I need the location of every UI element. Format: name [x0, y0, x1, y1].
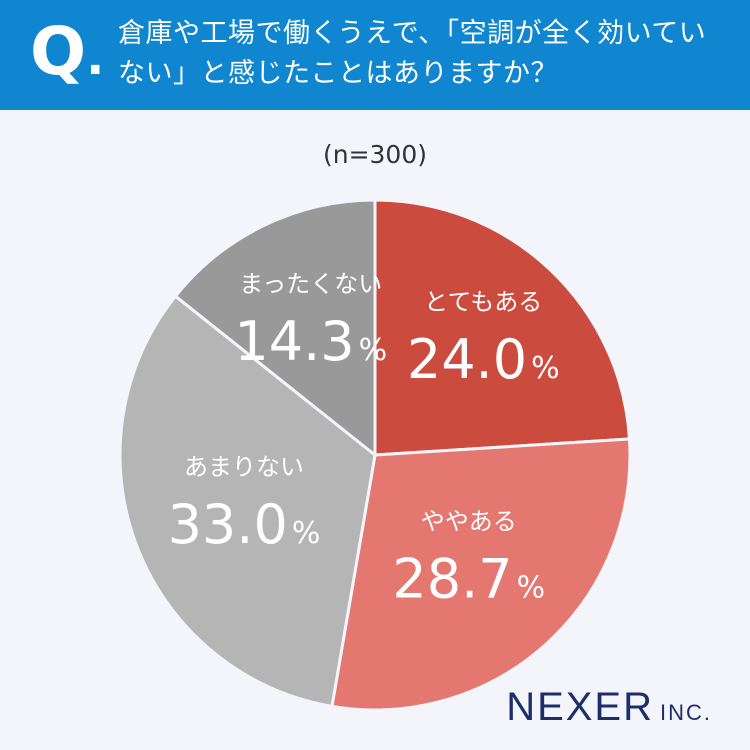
slice-label-never: まったくない: [239, 270, 382, 298]
slice-value-never: 14.3%: [234, 310, 387, 373]
slice-value-very-often: 24.0%: [407, 328, 560, 391]
slice-value-rarely: 33.0%: [168, 493, 321, 556]
pie-slice-rarely: [118, 294, 377, 708]
question-mark-dot: .: [86, 30, 105, 86]
pie-labels: とてもある 24.0 % ややある 28.7 % あまりない 33.0 % まったくない 14.3%: [168, 270, 560, 611]
pie-slice-sometimes: [330, 437, 632, 712]
slice-value-sometimes: 28.7%: [392, 547, 545, 610]
question-header: Q. 倉庫や工場で働くうえで、「空調が全く効いていない」と感じたことはありますか…: [0, 0, 750, 110]
pie-slices: [118, 198, 632, 712]
pie-slice-never: [173, 198, 377, 457]
slice-label-very-often: とてもある: [424, 288, 542, 316]
pie-slice-very-often: [373, 198, 631, 457]
question-text: 倉庫や工場で働くうえで、「空調が全く効いていない」と感じたことはありますか？: [118, 18, 707, 89]
nexer-logo-sub: INC.: [660, 700, 712, 725]
slice-label-rarely: あまりない: [184, 453, 304, 481]
sample-size: (n=300): [322, 140, 428, 169]
question-mark: Q.: [30, 13, 105, 90]
nexer-logo-main: NEXER: [506, 685, 654, 729]
nexer-logo: NEXER INC.: [506, 685, 712, 730]
slice-label-sometimes: ややある: [421, 507, 517, 535]
